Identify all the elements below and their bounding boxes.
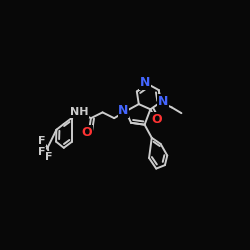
Text: N: N xyxy=(158,95,168,108)
Text: NH: NH xyxy=(70,108,88,118)
Text: F: F xyxy=(38,147,45,157)
Text: O: O xyxy=(82,126,92,138)
Text: F: F xyxy=(38,136,46,146)
Text: F: F xyxy=(45,152,53,162)
Text: N: N xyxy=(118,104,129,117)
Text: O: O xyxy=(152,113,162,126)
Text: N: N xyxy=(140,76,150,89)
